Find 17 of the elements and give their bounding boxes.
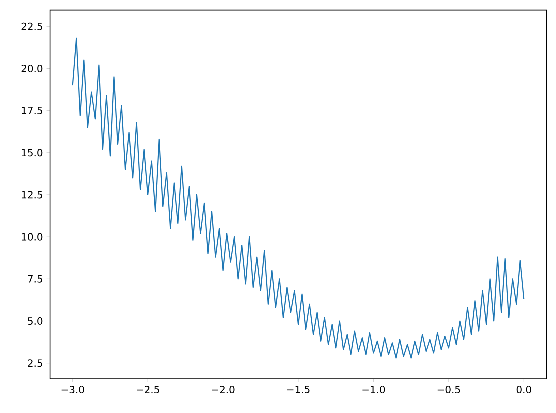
x-tick-label: −0.5 bbox=[438, 386, 460, 394]
x-tick-label: −1.0 bbox=[362, 386, 386, 394]
x-tick-label: −1.5 bbox=[287, 386, 310, 394]
y-tick-label: 7.5 bbox=[28, 275, 42, 283]
y-tick-label: 17.5 bbox=[22, 107, 42, 115]
x-tick-label: −2.0 bbox=[212, 386, 235, 394]
x-tick-label: 0.0 bbox=[516, 386, 532, 394]
y-tick-label: 22.5 bbox=[22, 22, 42, 30]
y-tick-label: 2.5 bbox=[28, 360, 42, 368]
y-tick-label: 15.0 bbox=[22, 149, 43, 157]
y-tick-label: 20.0 bbox=[22, 64, 43, 72]
y-tick-label: 12.5 bbox=[22, 191, 42, 199]
line-series bbox=[72, 38, 525, 359]
y-tick-label: 5.0 bbox=[28, 317, 43, 326]
x-tick-label: −2.5 bbox=[137, 386, 160, 394]
x-tick-label: −3.0 bbox=[62, 386, 84, 394]
y-tick-label: 10.0 bbox=[22, 233, 43, 241]
